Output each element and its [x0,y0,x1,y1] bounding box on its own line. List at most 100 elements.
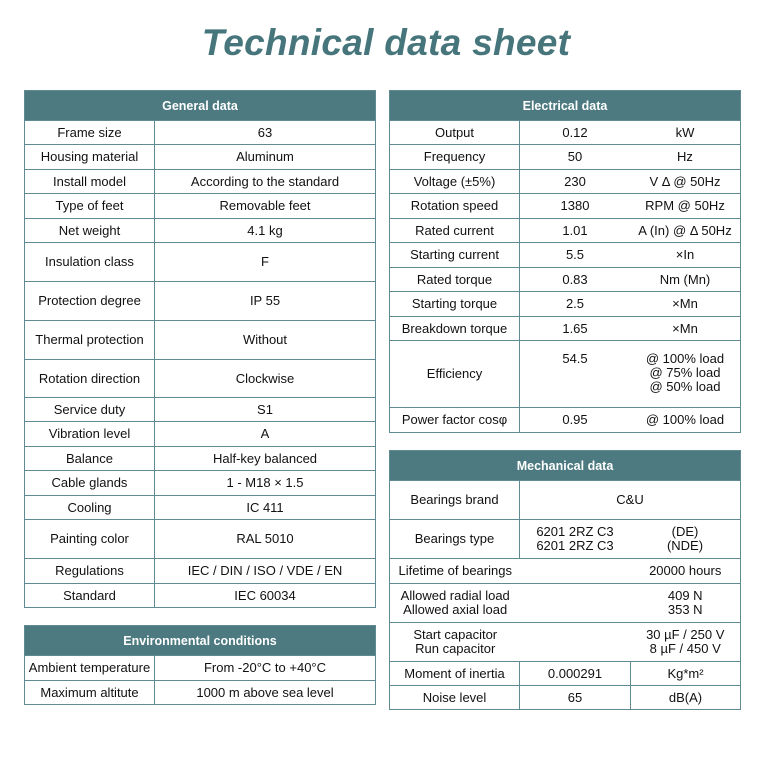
table-row: Allowed radial load Allowed axial load 40… [390,583,740,622]
row-label: Frequency [423,149,486,164]
row-value: S1 [154,398,375,421]
row-unit: @ 100% load @ 75% load @ 50% load [645,351,725,394]
row-label: Efficiency [426,366,483,381]
table-row: Frame size 63 [25,120,375,144]
row-value: 1380 [519,194,630,218]
row-label: Bearings type [414,531,495,546]
row-value: RAL 5010 [154,520,375,558]
row-value: 230 [519,170,630,193]
row-label: Protection degree [38,293,141,308]
page-title: Technical data sheet [201,22,571,63]
row-value: 2.5 [519,292,630,316]
row-label: Standard [63,587,116,603]
table-row: Breakdown torque 1.65 ×Mn [390,316,740,340]
row-label: Moment of inertia [404,665,505,681]
table-row: Install model According to the standard [25,169,375,193]
table-row: Standard IEC 60034 [25,583,375,607]
row-unit: (DE) (NDE) [666,524,704,553]
row-label: Cable glands [51,475,128,490]
row-unit: RPM @ 50Hz [645,198,725,213]
row-unit: dB(A) [630,686,740,709]
row-value: 4.1 kg [154,219,375,242]
row-label: Housing material [40,149,139,164]
table-row: Output 0.12 kW [390,120,740,144]
row-unit: Hz [677,149,693,164]
table-row: Bearings type 6201 2RZ C3 6201 2RZ C3 (DE)… [390,519,740,558]
table-row: Frequency 50 Hz [390,144,740,169]
table-row: Regulations IEC / DIN / ISO / VDE / EN [25,558,375,583]
row-label: Rotation speed [410,198,499,213]
table-row: Rotation direction Clockwise [25,359,375,397]
row-label: Balance [66,450,113,466]
electrical-data-table: Electrical data Output 0.12 kW Frequency 50 Hz… [389,90,741,433]
row-value: Removable feet [154,194,375,218]
table-row: Voltage (±5%) 230 V Δ @ 50Hz [390,169,740,193]
table-row: Moment of inertia 0.000291 Kg*m² [390,661,740,685]
row-label: Start capacitor Run capacitor [413,627,498,656]
row-value: 1.65 [519,317,630,340]
electrical-header: Electrical data [390,91,740,120]
table-row: Cable glands 1 - M18 × 1.5 [25,470,375,495]
row-value: C&U [519,481,740,519]
row-unit: @ 100% load [645,412,725,427]
table-row: Rated current 1.01 A (In) @ Δ 50Hz [390,218,740,242]
table-row: Power factor cosφ 0.95 @ 100% load [390,407,740,432]
row-label: Install model [53,173,126,189]
table-row: Type of feet Removable feet [25,193,375,218]
environment-header: Environmental conditions [25,626,375,655]
table-row: Lifetime of bearings 20000 hours [390,558,740,583]
row-unit: Nm (Mn) [659,271,711,287]
table-row: Bearings brand C&U [390,480,740,519]
row-value: IEC 60034 [154,584,375,607]
row-label: Maximum altitute [40,684,139,700]
row-value: IC 411 [154,496,375,519]
table-row: Thermal protection Without [25,320,375,359]
table-row: Insulation class F [25,242,375,281]
row-label: Rated current [415,222,494,238]
row-label: Noise level [422,689,487,705]
row-value: 30 µF / 250 V 8 µF / 450 V [646,627,725,656]
environmental-conditions-table: Environmental conditions Ambient temperat… [24,625,376,705]
row-value: F [154,243,375,281]
table-row: Balance Half-key balanced [25,446,375,470]
table-row: Start capacitor Run capacitor 30 µF / 250… [390,622,740,661]
row-label: Thermal protection [35,332,144,347]
row-unit: kW [675,124,695,140]
row-value: 1.01 [519,219,630,242]
row-unit: A (In) @ Δ 50Hz [638,222,732,238]
row-label: Voltage (±5%) [413,173,496,189]
row-value: 1 - M18 × 1.5 [154,471,375,495]
row-label: Output [434,124,475,140]
row-value: IEC / DIN / ISO / VDE / EN [154,559,375,583]
row-unit: ×Mn [672,320,698,336]
row-label: Vibration level [48,426,131,441]
row-unit: ×In [675,247,695,262]
row-label: Starting torque [411,296,498,311]
row-value: 65 [519,686,630,709]
row-value: Clockwise [154,360,375,397]
row-label: Cooling [67,499,112,515]
row-unit: Kg*m² [630,662,740,685]
row-label: Ambient temperature [28,660,151,675]
row-value: 0.12 [519,121,630,144]
row-value: 6201 2RZ C3 6201 2RZ C3 [519,520,630,558]
row-value: 20000 hours [649,563,722,578]
row-label: Power factor cosφ [401,412,508,427]
table-row: Painting color RAL 5010 [25,519,375,558]
row-value: Without [154,321,375,359]
row-label: Starting current [410,247,499,262]
general-header: General data [25,91,375,120]
row-label: Bearings brand [410,492,499,507]
row-value: Half-key balanced [154,447,375,470]
table-row: Maximum altitute 1000 m above sea level [25,680,375,704]
row-value: 5.5 [519,243,630,267]
row-label: Service duty [53,401,126,417]
mechanical-header: Mechanical data [390,451,740,480]
row-label: Regulations [55,563,124,578]
row-label: Net weight [58,222,121,238]
row-value: According to the standard [154,170,375,193]
table-row: Protection degree IP 55 [25,281,375,320]
table-row: Service duty S1 [25,397,375,421]
row-value: Aluminum [154,145,375,169]
table-row: Starting torque 2.5 ×Mn [390,291,740,316]
